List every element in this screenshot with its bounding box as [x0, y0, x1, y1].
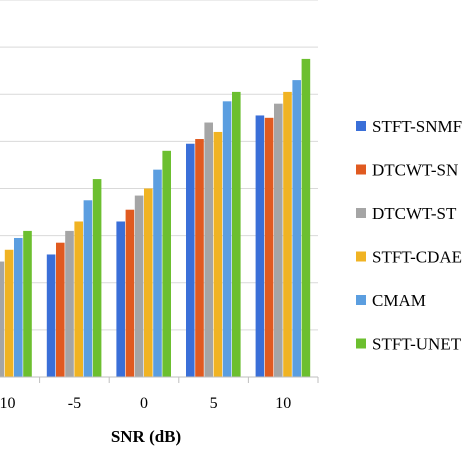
- legend-label: CMAM: [372, 291, 426, 310]
- legend-swatch: [356, 164, 366, 175]
- x-tick-label: -5: [68, 395, 81, 412]
- x-tick-label: 5: [210, 395, 218, 412]
- bar: [274, 103, 283, 378]
- bar: [186, 143, 195, 377]
- bar: [153, 169, 162, 377]
- bar: [255, 115, 265, 378]
- bar: [264, 117, 274, 377]
- bar: [116, 221, 125, 377]
- bar: [56, 242, 65, 377]
- bars-group: [0, 58, 311, 378]
- legend-label: DTCWT-ST: [372, 204, 457, 223]
- bar: [65, 230, 74, 377]
- bar: [292, 80, 301, 378]
- bar: [83, 200, 93, 377]
- legend-swatch: [356, 208, 366, 218]
- bar: [0, 261, 5, 377]
- x-tick-label: 0: [140, 395, 148, 412]
- bar: [232, 91, 241, 378]
- bar: [195, 139, 204, 377]
- x-axis-title: SNR (dB): [111, 427, 181, 446]
- bar: [74, 221, 83, 377]
- legend-label: STFT-CDAE: [372, 248, 462, 267]
- bar: [144, 188, 153, 377]
- x-tick-labels: -10 -5 0 5 10: [0, 377, 319, 412]
- bar: [14, 237, 23, 377]
- bar: [92, 179, 102, 377]
- legend-swatch: [356, 295, 366, 305]
- bar: [204, 122, 213, 378]
- legend-swatch: [356, 338, 366, 349]
- bar: [23, 230, 32, 377]
- legend-label: STFT-UNET: [372, 335, 462, 354]
- bar: [162, 150, 171, 377]
- bar: [283, 91, 292, 378]
- bar: [213, 131, 223, 377]
- x-tick-label: 10: [275, 395, 291, 412]
- legend: STFT-SNMF DTCWT-SN DTCWT-ST STFT-CDAE CMAM ST…: [356, 117, 462, 354]
- bar: [125, 209, 135, 377]
- bar: [222, 101, 232, 377]
- legend-label: DTCWT-SN: [372, 161, 458, 180]
- bar: [46, 254, 56, 377]
- bar: [4, 249, 14, 377]
- bar: [301, 58, 311, 377]
- legend-label: STFT-SNMF: [372, 117, 462, 136]
- bar: [134, 195, 144, 377]
- x-tick-label: -10: [0, 395, 15, 412]
- legend-swatch: [356, 251, 366, 262]
- legend-swatch: [356, 121, 366, 131]
